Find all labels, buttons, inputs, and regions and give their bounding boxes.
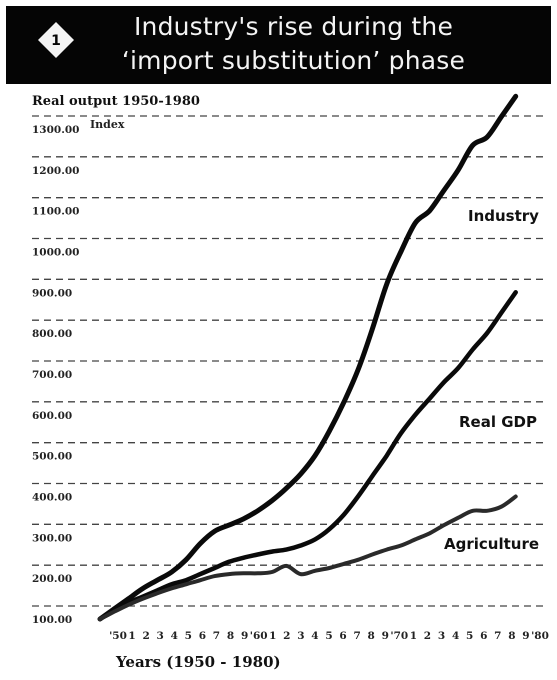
chart-title-line-2: ‘import substitution’ phase [121, 46, 466, 75]
gridlines [32, 115, 545, 607]
x-tick-label: 2 [142, 630, 149, 642]
number-badge-icon: 1 [38, 22, 74, 58]
x-tick-label: 3 [157, 630, 164, 642]
y-tick-label: 1100.00 [32, 206, 80, 218]
series-line-agriculture [98, 494, 518, 621]
x-tick-label: '70 [390, 630, 408, 642]
x-tick-label: 7 [213, 630, 220, 642]
x-tick-label: 4 [452, 630, 459, 642]
series-line-industry [97, 93, 519, 622]
x-tick-label: 6 [199, 630, 206, 642]
y-tick-label: 200.00 [32, 573, 72, 585]
series-label-agriculture: Agriculture [444, 535, 539, 553]
chart-header: 1 Industry's rise during the ‘import sub… [6, 6, 551, 84]
x-tick-label: 5 [466, 630, 473, 642]
x-tick-label: 7 [494, 630, 501, 642]
line-chart: Real output 1950-1980 Index 100.00 200.00… [32, 93, 549, 671]
series-lines [97, 93, 519, 622]
x-tick-label: 1 [128, 630, 135, 642]
x-tick-label: 9 [522, 630, 529, 642]
x-tick-label: 9 [241, 630, 248, 642]
badge-number: 1 [51, 33, 61, 49]
series-label-real-gdp: Real GDP [459, 413, 537, 431]
x-tick-label: '50 [109, 630, 127, 642]
y-tick-label: 1000.00 [32, 247, 80, 259]
y-tick-label: 1300.00 [32, 124, 80, 136]
y-tick-label: 500.00 [32, 451, 72, 463]
x-tick-label: 4 [171, 630, 178, 642]
x-tick-label: 2 [283, 630, 290, 642]
x-tick-label: 8 [508, 630, 515, 642]
x-tick-label: 6 [480, 630, 487, 642]
x-tick-label: 1 [269, 630, 276, 642]
x-tick-label: 2 [424, 630, 431, 642]
x-tick-label: 5 [185, 630, 192, 642]
x-tick-label: 7 [353, 630, 360, 642]
x-tick-label: 4 [311, 630, 318, 642]
y-tick-label: 400.00 [32, 492, 72, 504]
y-tick-label: 600.00 [32, 410, 72, 422]
x-tick-label: 3 [438, 630, 445, 642]
x-tick-label: '60 [250, 630, 268, 642]
x-tick-label: '80 [531, 630, 549, 642]
x-tick-label: 1 [410, 630, 417, 642]
chart-subtitle: Real output 1950-1980 [32, 94, 200, 109]
x-tick-label: 5 [325, 630, 332, 642]
x-tick-label: 9 [382, 630, 389, 642]
x-axis-label: Years (1950 - 1980) [115, 653, 281, 671]
y-tick-label: 800.00 [32, 328, 72, 340]
x-tick-label: 8 [368, 630, 375, 642]
x-tick-label: 8 [227, 630, 234, 642]
y-tick-label: 1200.00 [32, 165, 80, 177]
chart-title-line-1: Industry's rise during the [133, 12, 454, 41]
y-tick-label: 700.00 [32, 369, 72, 381]
y-tick-label: 100.00 [32, 614, 72, 626]
x-tick-label: 6 [339, 630, 346, 642]
y-tick-labels: 100.00 200.00 300.00 400.00 500.00 600.00 700.… [32, 124, 80, 626]
series-line-real-gdp [97, 290, 518, 622]
series-label-industry: Industry [468, 207, 539, 225]
x-tick-labels: '50 1 2 3 4 5 6 7 8 9'60 1 2 3 4 5 6 7 8 9'70 1 2 3 4 5 6 7 8 9'80 [109, 630, 549, 642]
x-tick-label: 3 [297, 630, 304, 642]
y-axis-label: Index [90, 118, 125, 131]
y-tick-label: 900.00 [32, 287, 72, 299]
y-tick-label: 300.00 [32, 532, 72, 544]
